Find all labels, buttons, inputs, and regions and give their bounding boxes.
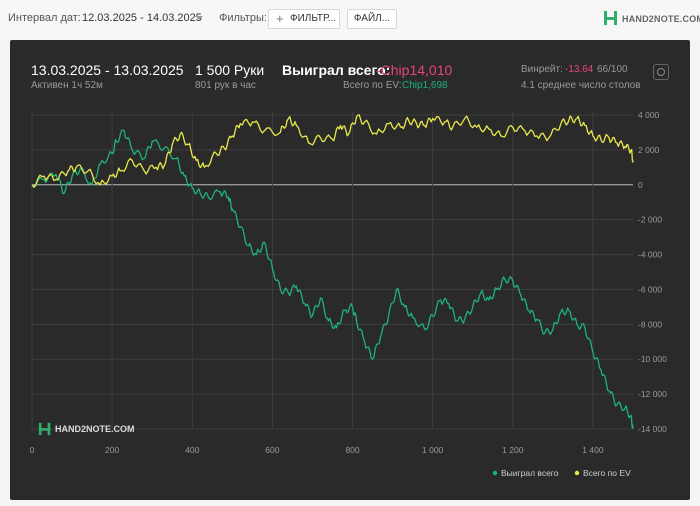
- y-tick-label: -6 000: [638, 284, 662, 294]
- ev-value: Chip1,698: [402, 80, 448, 91]
- chevron-down-icon[interactable]: [195, 16, 203, 20]
- watermark-text: HAND2NOTE.COM: [55, 424, 135, 434]
- hand2note-logo: HAND2NOTE.COM: [603, 10, 700, 28]
- legend-label[interactable]: Выиграл всего: [501, 468, 559, 478]
- hands-count: 1 500 Руки: [195, 62, 265, 78]
- legend-label[interactable]: Всего по EV: [583, 468, 631, 478]
- x-tick-label: 1 200: [502, 445, 524, 455]
- y-tick-label: -8 000: [638, 319, 662, 329]
- chart: 4 000 2 000 0 -2 000 -4 000 -6 000 -8 000 -10 0…: [30, 110, 667, 478]
- series-line-0: [31, 129, 634, 430]
- x-tick-label: 0: [30, 445, 35, 455]
- winrate-value: -13.64: [565, 64, 594, 75]
- won-label: Выиграл всего:: [282, 62, 391, 78]
- winrate-label: Винрейт:: [521, 64, 563, 75]
- logo-text: HAND2NOTE.COM: [622, 14, 700, 24]
- legend-marker: [492, 470, 498, 476]
- y-tick-label: -12 000: [638, 389, 667, 399]
- results-panel: 13.03.2025 - 13.03.2025 Активен 1ч 52м 1…: [10, 40, 690, 500]
- file-button-label: ФАЙЛ...: [353, 13, 391, 24]
- won-value: -Chip14,010: [376, 62, 453, 78]
- settings-gear-icon[interactable]: [653, 64, 669, 80]
- file-button[interactable]: ФАЙЛ...: [347, 9, 397, 29]
- legend-marker: [574, 470, 580, 476]
- ev-label: Всего по EV:: [343, 80, 402, 91]
- y-tick-label: 2 000: [638, 145, 660, 155]
- filters-label: Фильтры:: [219, 12, 267, 24]
- watermark-logo-icon: [38, 422, 51, 436]
- x-tick-label: 800: [345, 445, 359, 455]
- date-range-select[interactable]: 12.03.2025 - 14.03.2025: [82, 12, 202, 24]
- y-tick-label: 4 000: [638, 110, 660, 120]
- avg-tables: 4.1 среднее число столов: [521, 80, 641, 91]
- x-tick-label: 1 400: [582, 445, 604, 455]
- x-tick-label: 400: [185, 445, 199, 455]
- y-tick-label: -4 000: [638, 250, 662, 260]
- y-tick-label: -2 000: [638, 215, 662, 225]
- y-tick-label: 0: [638, 180, 643, 190]
- y-tick-label: -14 000: [638, 424, 667, 434]
- x-tick-label: 1 000: [422, 445, 444, 455]
- x-tick-label: 600: [265, 445, 279, 455]
- filter-button[interactable]: + ФИЛЬТР...: [268, 9, 340, 29]
- logo-icon: [604, 11, 617, 25]
- active-time: Активен 1ч 52м: [31, 80, 103, 91]
- filter-bar: Интервал дат: 12.03.2025 - 14.03.2025 Фи…: [0, 0, 700, 38]
- summary-date-range: 13.03.2025 - 13.03.2025: [31, 62, 184, 78]
- interval-label: Интервал дат:: [8, 12, 81, 24]
- y-tick-label: -10 000: [638, 354, 667, 364]
- x-tick-label: 200: [105, 445, 119, 455]
- plus-icon: +: [276, 11, 284, 26]
- hands-per-hour: 801 рук в час: [195, 80, 256, 91]
- filter-button-label: ФИЛЬТР...: [290, 13, 337, 24]
- winrate-suffix: 66/100: [597, 64, 628, 75]
- series-line-1: [31, 114, 634, 188]
